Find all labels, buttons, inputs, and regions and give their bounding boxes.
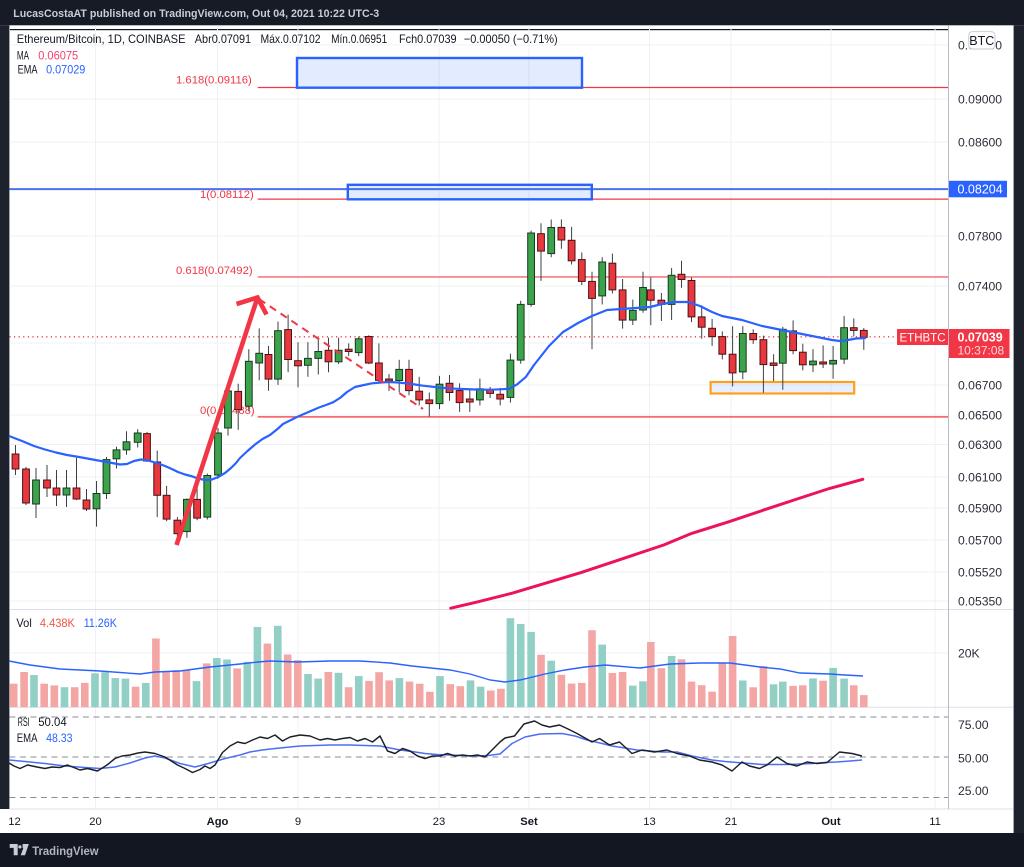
- svg-text:Ethereum/Bitcoin, 1D, COINBASE: Ethereum/Bitcoin, 1D, COINBASE: [17, 32, 186, 46]
- svg-text:9: 9: [295, 816, 301, 828]
- svg-text:4.438K: 4.438K: [40, 617, 75, 630]
- svg-text:Máx.0.07102: Máx.0.07102: [261, 32, 321, 46]
- svg-text:0.06500: 0.06500: [958, 408, 1002, 422]
- svg-text:0.05350: 0.05350: [958, 594, 1002, 608]
- svg-text:0.07800: 0.07800: [958, 229, 1002, 243]
- svg-text:EMA: EMA: [17, 732, 38, 745]
- svg-text:10:37:08: 10:37:08: [958, 344, 1005, 358]
- svg-text:MA: MA: [17, 49, 29, 62]
- svg-text:0.06300: 0.06300: [958, 438, 1002, 452]
- svg-text:25.00: 25.00: [958, 784, 989, 798]
- svg-text:0.05700: 0.05700: [958, 533, 1002, 547]
- svg-text:Vol: Vol: [16, 617, 31, 630]
- svg-text:75.00: 75.00: [958, 718, 989, 732]
- svg-text:0.05520: 0.05520: [958, 565, 1002, 579]
- svg-text:LucasCostaAT published on Trad: LucasCostaAT published on TradingView.co…: [13, 8, 379, 20]
- svg-text:ETHBTC: ETHBTC: [900, 332, 946, 344]
- svg-text:0.618(0.07492): 0.618(0.07492): [176, 265, 253, 277]
- svg-text:20: 20: [89, 816, 101, 828]
- svg-text:13: 13: [643, 816, 655, 828]
- svg-text:Mín.0.06951: Mín.0.06951: [331, 32, 387, 46]
- svg-text:23: 23: [433, 816, 445, 828]
- svg-text:−0.00050 (−0.71%): −0.00050 (−0.71%): [464, 32, 558, 46]
- svg-text:0.05900: 0.05900: [958, 501, 1002, 515]
- svg-text:0.06700: 0.06700: [958, 378, 1002, 392]
- svg-text:0.06100: 0.06100: [958, 470, 1002, 484]
- svg-text:Ago: Ago: [207, 816, 229, 828]
- svg-text:Abr0.07091: Abr0.07091: [195, 32, 251, 46]
- svg-text:11.26K: 11.26K: [84, 617, 117, 630]
- svg-text:1.618(0.09116): 1.618(0.09116): [176, 75, 252, 87]
- svg-text:50.00: 50.00: [958, 751, 989, 765]
- svg-text:0.08204: 0.08204: [958, 182, 1003, 196]
- svg-text:BTC: BTC: [969, 34, 994, 48]
- svg-text:0.07029: 0.07029: [46, 64, 85, 77]
- svg-text:Set: Set: [520, 816, 538, 828]
- svg-text:Out: Out: [821, 816, 841, 828]
- svg-text:11: 11: [929, 816, 941, 828]
- svg-text:0.07400: 0.07400: [958, 279, 1002, 293]
- svg-text:21: 21: [725, 816, 737, 828]
- svg-text:Fch0.07039: Fch0.07039: [399, 32, 457, 46]
- svg-text:20K: 20K: [958, 646, 980, 660]
- svg-text:RSI: RSI: [18, 716, 30, 729]
- svg-text:TradingView: TradingView: [32, 844, 99, 858]
- svg-text:50.04: 50.04: [38, 716, 67, 729]
- svg-text:12: 12: [8, 816, 20, 828]
- svg-text:0.07039: 0.07039: [958, 330, 1003, 344]
- svg-text:0.09000: 0.09000: [958, 92, 1002, 106]
- svg-text:EMA: EMA: [18, 64, 38, 77]
- svg-text:0.08600: 0.08600: [958, 135, 1002, 149]
- svg-text:48.33: 48.33: [46, 732, 72, 745]
- svg-text:0.06075: 0.06075: [38, 49, 78, 62]
- svg-text:1(0.08112): 1(0.08112): [200, 189, 254, 201]
